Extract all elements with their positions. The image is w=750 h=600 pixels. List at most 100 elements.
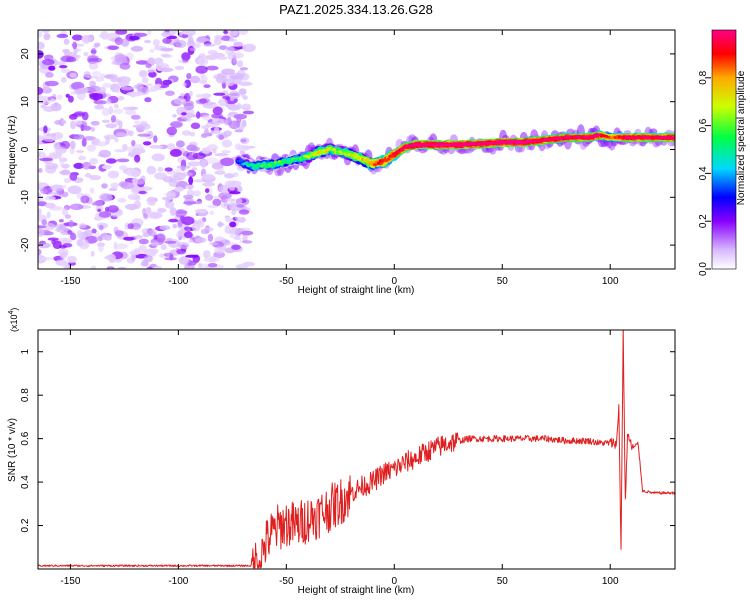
- noise-blob: [233, 236, 242, 240]
- noise-blob: [217, 167, 225, 172]
- noise-blob: [213, 92, 226, 96]
- noise-blob: [100, 193, 114, 202]
- noise-blob: [102, 82, 112, 88]
- noise-blob: [101, 183, 108, 189]
- noise-blob: [114, 149, 126, 153]
- noise-blob: [172, 223, 177, 229]
- noise-blob: [63, 38, 70, 45]
- noise-blob: [162, 54, 173, 58]
- noise-blob: [117, 198, 127, 203]
- noise-blob: [238, 30, 249, 36]
- noise-blob: [129, 250, 141, 256]
- noise-blob: [50, 103, 62, 112]
- noise-blob: [186, 144, 198, 152]
- noise-blob: [183, 92, 191, 102]
- noise-blob: [220, 35, 231, 41]
- noise-blob: [224, 78, 235, 87]
- noise-blob: [213, 195, 220, 200]
- noise-blob: [107, 45, 120, 51]
- noise-blob: [38, 135, 44, 142]
- noise-blob: [169, 122, 183, 127]
- noise-blob: [81, 161, 92, 170]
- noise-blob: [205, 194, 214, 201]
- noise-blob: [237, 198, 243, 204]
- noise-blob: [107, 253, 116, 263]
- noise-blob: [44, 162, 58, 170]
- noise-blob: [201, 114, 212, 121]
- noise-blob: [228, 120, 241, 130]
- x-tick-label: -150: [60, 276, 80, 287]
- noise-blob: [212, 106, 223, 116]
- noise-blob: [205, 65, 219, 71]
- x-tick-label: -50: [279, 576, 294, 587]
- noise-blob: [105, 98, 112, 105]
- noise-blob: [60, 68, 70, 74]
- noise-blob: [69, 232, 77, 241]
- noise-blob: [98, 33, 108, 39]
- noise-blob: [92, 202, 97, 206]
- noise-blob: [41, 30, 50, 33]
- noise-blob: [228, 185, 236, 191]
- noise-blob: [220, 157, 235, 167]
- noise-blob: [161, 196, 173, 201]
- noise-blob: [155, 233, 166, 243]
- noise-blob: [58, 247, 69, 257]
- snr-y-axis: 0.2 0.4 0.6 0.8 1: [20, 349, 675, 532]
- noise-blob: [166, 126, 178, 136]
- noise-blob: [69, 72, 78, 78]
- noise-blob: [146, 165, 157, 175]
- noise-blob: [202, 102, 217, 109]
- noise-blob: [113, 108, 124, 114]
- track-blob: [271, 163, 276, 167]
- noise-blob: [129, 35, 140, 41]
- noise-blob: [133, 32, 148, 37]
- noise-blob: [62, 261, 69, 269]
- noise-blob: [186, 73, 192, 80]
- noise-blob: [55, 146, 67, 154]
- noise-blob: [192, 258, 199, 264]
- noise-blob: [200, 75, 208, 84]
- x-tick-label: 0: [392, 576, 398, 587]
- track-blob: [376, 161, 381, 165]
- noise-blob: [174, 186, 184, 192]
- noise-blob: [227, 104, 240, 111]
- noise-blob: [168, 218, 179, 223]
- noise-blob: [212, 198, 222, 207]
- noise-blob: [90, 187, 95, 194]
- noise-blob: [236, 60, 244, 68]
- noise-blob: [238, 88, 247, 95]
- y-tick-label: 0.2: [20, 518, 31, 532]
- noise-blob: [177, 219, 183, 228]
- noise-blob: [88, 62, 99, 70]
- noise-blob: [229, 221, 237, 228]
- noise-blob: [165, 200, 175, 209]
- noise-blob: [149, 48, 155, 53]
- noise-blob: [116, 158, 130, 163]
- noise-blob: [74, 119, 83, 125]
- noise-blob: [121, 38, 130, 47]
- noise-blob: [83, 51, 89, 57]
- noise-blob: [246, 44, 252, 50]
- noise-blob: [240, 137, 250, 145]
- noise-blob: [93, 200, 104, 207]
- noise-blob: [96, 141, 108, 147]
- noise-blob: [145, 207, 152, 214]
- noise-blob: [42, 59, 55, 66]
- noise-blob: [213, 37, 222, 46]
- noise-blob: [166, 143, 176, 151]
- noise-blob: [43, 125, 48, 134]
- noise-blob: [177, 241, 190, 249]
- y-tick-label: -10: [20, 190, 31, 205]
- noise-blob: [211, 162, 224, 170]
- noise-blob: [218, 184, 232, 194]
- noise-blob: [54, 184, 67, 189]
- noise-blob: [241, 119, 247, 128]
- noise-blob: [189, 47, 196, 52]
- noise-blob: [174, 65, 185, 70]
- noise-blob: [122, 106, 131, 111]
- noise-blob: [180, 172, 193, 177]
- noise-blob: [61, 169, 70, 175]
- noise-blob: [38, 248, 42, 256]
- noise-blob: [155, 77, 163, 86]
